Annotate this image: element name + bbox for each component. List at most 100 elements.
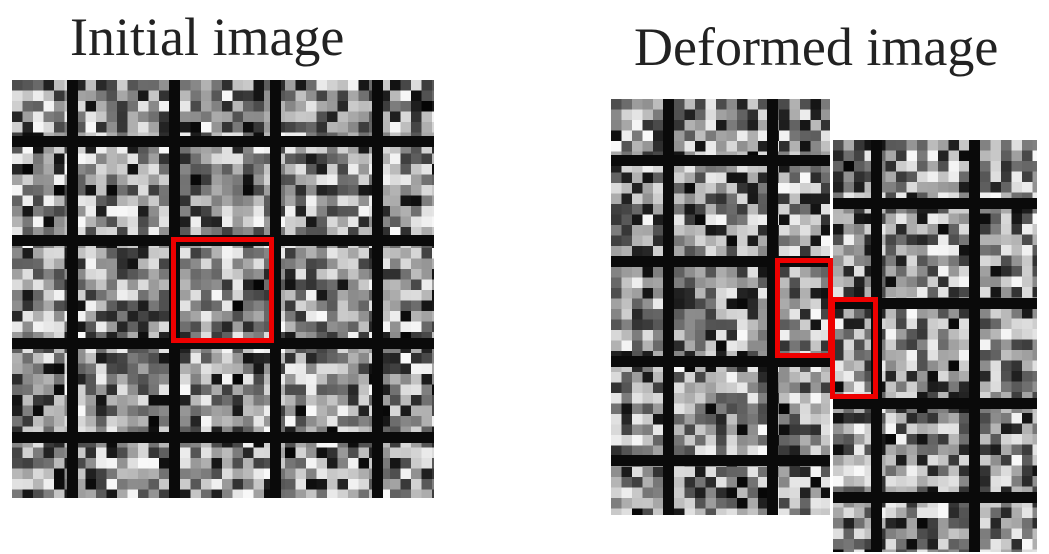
texture-pixel	[117, 227, 129, 239]
texture-pixel	[716, 508, 728, 515]
texture-pixel	[243, 468, 255, 480]
texture-pixel	[12, 227, 24, 239]
texture-pixel	[948, 423, 960, 435]
texture-pixel	[705, 508, 717, 515]
texture-pixel	[159, 468, 171, 480]
texture-pixel	[201, 185, 213, 197]
texture-pixel	[295, 174, 307, 186]
texture-pixel	[917, 360, 929, 372]
texture-pixel	[379, 384, 391, 396]
texture-pixel	[906, 381, 918, 393]
texture-pixel	[337, 363, 349, 375]
texture-pixel	[747, 508, 759, 515]
texture-pixel	[138, 384, 150, 396]
texture-pixel	[432, 447, 434, 459]
texture-pixel	[621, 498, 633, 510]
texture-pixel	[621, 120, 633, 132]
texture-pixel	[653, 340, 665, 352]
texture-pixel	[864, 465, 876, 477]
texture-pixel	[190, 279, 202, 291]
texture-pixel	[632, 162, 644, 174]
texture-pixel	[232, 468, 244, 480]
texture-pixel	[1032, 423, 1037, 435]
texture-pixel	[864, 308, 876, 320]
texture-pixel	[990, 213, 1002, 225]
texture-pixel	[810, 498, 822, 510]
texture-pixel	[611, 414, 623, 426]
texture-pixel	[190, 90, 202, 102]
texture-pixel	[705, 172, 717, 184]
texture-pixel	[138, 332, 150, 344]
texture-pixel	[854, 266, 866, 278]
texture-pixel	[726, 414, 738, 426]
texture-pixel	[12, 195, 24, 207]
texture-pixel	[642, 393, 654, 405]
texture-pixel	[653, 288, 665, 300]
texture-pixel	[43, 395, 55, 407]
texture-pixel	[148, 195, 160, 207]
texture-pixel	[253, 185, 265, 197]
texture-pixel	[127, 195, 139, 207]
texture-pixel	[22, 269, 34, 281]
texture-pixel	[705, 246, 717, 258]
texture-pixel	[810, 372, 822, 384]
texture-pixel	[190, 489, 202, 498]
texture-pixel	[12, 489, 24, 498]
texture-pixel	[106, 153, 118, 165]
texture-pixel	[22, 122, 34, 134]
texture-pixel	[833, 182, 845, 194]
texture-pixel	[379, 153, 391, 165]
texture-pixel	[138, 321, 150, 333]
texture-pixel	[75, 174, 87, 186]
texture-pixel	[306, 489, 318, 498]
texture-pixel	[138, 248, 150, 260]
texture-pixel	[632, 99, 644, 111]
texture-pixel	[390, 479, 402, 491]
texture-pixel	[337, 353, 349, 365]
texture-pixel	[948, 182, 960, 194]
texture-pixel	[695, 141, 707, 153]
texture-pixel	[747, 193, 759, 205]
texture-pixel	[684, 120, 696, 132]
texture-pixel	[201, 248, 213, 260]
texture-pixel	[400, 363, 412, 375]
texture-pixel	[737, 477, 749, 489]
texture-pixel	[737, 162, 749, 174]
texture-pixel	[896, 413, 908, 425]
texture-pixel	[684, 298, 696, 310]
texture-pixel	[106, 122, 118, 134]
texture-pixel	[990, 539, 1002, 551]
texture-pixel	[432, 321, 434, 333]
texture-pixel	[348, 363, 360, 375]
texture-pixel	[96, 90, 108, 102]
texture-pixel	[232, 290, 244, 302]
texture-pixel	[337, 395, 349, 407]
texture-pixel	[758, 225, 770, 237]
texture-pixel	[159, 111, 171, 123]
texture-pixel	[180, 332, 192, 344]
texture-pixel	[22, 458, 34, 470]
texture-pixel	[906, 276, 918, 288]
texture-pixel	[295, 300, 307, 312]
texture-pixel	[779, 99, 791, 111]
texture-pixel	[253, 458, 265, 470]
texture-pixel	[138, 101, 150, 113]
texture-pixel	[243, 405, 255, 417]
texture-pixel	[789, 172, 801, 184]
texture-pixel	[653, 508, 665, 515]
texture-pixel	[747, 183, 759, 195]
texture-pixel	[411, 447, 423, 459]
texture-pixel	[337, 269, 349, 281]
texture-pixel	[611, 288, 623, 300]
texture-pixel	[854, 360, 866, 372]
texture-pixel	[642, 298, 654, 310]
texture-pixel	[789, 508, 801, 515]
texture-pixel	[705, 288, 717, 300]
texture-pixel	[180, 458, 192, 470]
texture-pixel	[917, 140, 929, 152]
texture-pixel	[96, 227, 108, 239]
texture-pixel	[96, 300, 108, 312]
texture-pixel	[117, 279, 129, 291]
texture-pixel	[789, 445, 801, 457]
texture-pixel	[75, 216, 87, 228]
